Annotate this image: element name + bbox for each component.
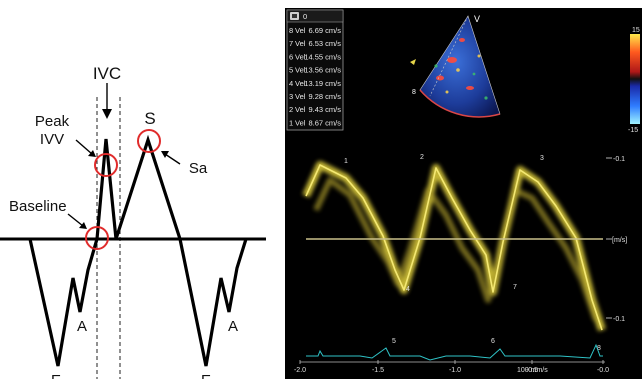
measurement-index: 1 [289, 118, 293, 127]
caliper-labels: 1 2 3 4 5 6 7 8 [344, 154, 601, 352]
monitor-icon [290, 12, 299, 20]
sector-depth-label: 8 [412, 89, 416, 96]
caliper-label: 4 [406, 286, 410, 293]
velocity-waveform [28, 134, 248, 367]
measurement-index: 4 [289, 79, 293, 88]
a-label-left: A [77, 318, 87, 335]
scale-lower-label: -0.1 [613, 316, 625, 323]
measurement-row: 1 Vel 8.67 cm/s [289, 118, 341, 127]
measurement-name: Vel [295, 79, 306, 88]
measurement-value: 6.69 cm/s [308, 26, 341, 35]
time-tick-label: -1.5 [372, 367, 384, 374]
measurement-index: 6 [289, 52, 293, 61]
measurement-index: 5 [289, 66, 293, 75]
measurement-row: 8 Vel 6.69 cm/s [289, 26, 341, 35]
measurement-name: Vel [295, 39, 306, 48]
scale-upper-label: -0.1 [613, 156, 625, 163]
time-tick-label: -1.0 [449, 367, 461, 374]
sweep-speed-label: 100 mm/s [517, 367, 548, 374]
baseline-label: Baseline [9, 198, 67, 215]
measurement-value: 8.67 cm/s [308, 118, 341, 127]
caliper-label: 6 [491, 338, 495, 345]
baseline-crossing-marker [85, 226, 109, 250]
measurement-name: Vel [295, 92, 306, 101]
caliper-label: 8 [597, 345, 601, 352]
measurement-row: 7 Vel 6.53 cm/s [289, 39, 341, 48]
e-label-left: E [51, 372, 61, 379]
ecg-trace [306, 343, 603, 361]
velocity-colorbar: 15 -15 [628, 27, 640, 134]
time-tick-label: -2.0 [294, 367, 306, 374]
time-tick-label: -0.5 [526, 367, 538, 374]
ivc-label: IVC [93, 64, 121, 83]
measurement-value: 14.55 cm/s [304, 52, 341, 61]
tissue-doppler-trace [302, 161, 606, 332]
ivv-label: IVV [40, 131, 64, 148]
measurement-value: 13.56 cm/s [304, 66, 341, 75]
velocity-scale: -0.1 [m/s] -0.1 [606, 156, 627, 323]
measurement-name: Vel [295, 52, 306, 61]
measurement-row: 3 Vel 9.28 cm/s [289, 92, 341, 101]
measurement-header-number: 0 [303, 12, 307, 21]
measurement-index: 7 [289, 39, 293, 48]
caliper-label: 1 [344, 158, 348, 165]
peak-label: Peak [35, 113, 70, 130]
measurement-index: 3 [289, 92, 293, 101]
measurement-value: 6.53 cm/s [308, 39, 341, 48]
measurement-index: 2 [289, 105, 293, 114]
measurement-row: 2 Vel 9.43 cm/s [289, 105, 341, 114]
measurement-value: 9.43 cm/s [308, 105, 341, 114]
scale-unit-label: [m/s] [612, 237, 627, 244]
measurement-name: Vel [295, 118, 306, 127]
sa-label: Sa [189, 160, 208, 177]
e-label-right: E [201, 372, 211, 379]
measurement-panel-header [286, 9, 344, 23]
caliper-label: 7 [513, 284, 517, 291]
time-axis-ticks: -2.0 -1.5 -1.0 -0.5 -0.0 [294, 360, 609, 374]
measurement-index: 8 [289, 26, 293, 35]
a-label-right: A [228, 318, 238, 335]
velocity-diagram: IVC Peak IVV S Sa Baseline A A E E [0, 64, 266, 379]
peak-ivv-marker [94, 153, 118, 177]
measurement-name: Vel [295, 66, 306, 75]
colorbar-bottom-label: -15 [628, 127, 638, 134]
sample-line [429, 15, 469, 97]
sa-arrow [161, 151, 181, 165]
measurement-value: 9.28 cm/s [308, 92, 341, 101]
baseline-arrow [67, 213, 87, 229]
colorbar-top-label: 15 [632, 27, 640, 34]
peak-ivv-arrow [75, 139, 96, 157]
sector-thumbnail: V 8 [410, 14, 501, 118]
sa-peak-marker [137, 129, 161, 153]
measurement-value: 13.19 cm/s [304, 79, 341, 88]
caliper-label: 5 [392, 338, 396, 345]
sector-marker-label: V [474, 14, 480, 24]
sector-pointer-icon [410, 59, 416, 65]
measurement-name: Vel [295, 26, 306, 35]
ivc-arrow [102, 83, 112, 119]
caliper-label: 2 [420, 154, 424, 161]
measurement-name: Vel [295, 105, 306, 114]
s-label: S [144, 109, 155, 128]
caliper-label: 3 [540, 155, 544, 162]
time-tick-label: -0.0 [597, 367, 609, 374]
